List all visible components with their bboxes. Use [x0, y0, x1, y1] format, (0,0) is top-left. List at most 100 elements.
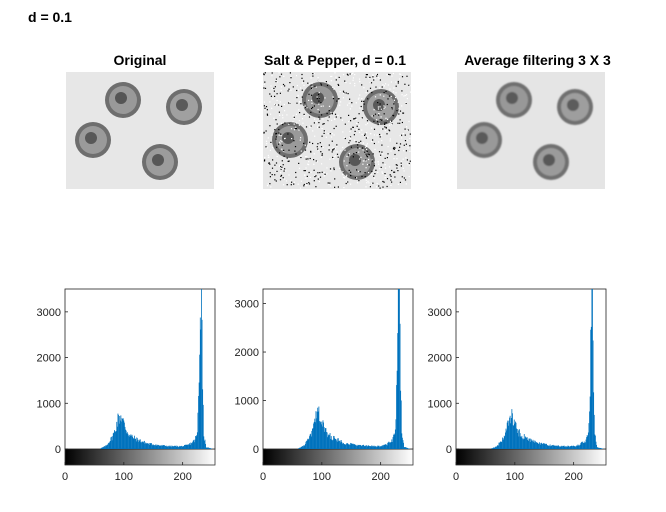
histogram-bar [575, 446, 576, 449]
histogram-bar [370, 446, 372, 449]
histogram-bar [303, 445, 305, 449]
histogram-bar [595, 441, 597, 449]
histogram-bar [299, 447, 300, 449]
histogram-bar [332, 440, 333, 449]
histogram-bar [560, 445, 562, 449]
histogram-bar [382, 445, 383, 449]
histogram-bar [503, 438, 505, 449]
histogram-bar [202, 404, 204, 449]
histogram-bar [109, 441, 111, 449]
histogram-bar [508, 420, 510, 449]
salt-pepper-noise [263, 72, 411, 189]
histogram-bar [393, 433, 395, 449]
x-tick-label: 200 [173, 471, 191, 483]
histogram-bar [139, 440, 141, 449]
histogram-bar [298, 448, 300, 449]
histogram-bar [353, 444, 354, 449]
histogram-bar [517, 429, 519, 449]
histogram-bar [189, 443, 191, 449]
histogram-bar [364, 446, 366, 449]
histogram-bar [180, 446, 182, 449]
panel-title-salt-pepper: Salt & Pepper, d = 0.1 [263, 52, 406, 68]
histogram-bar [116, 421, 118, 449]
histogram-bar [367, 446, 369, 449]
histogram-bar [188, 444, 189, 449]
colorbar [455, 448, 607, 466]
y-tick-label: 0 [55, 444, 61, 456]
histogram-bar [102, 447, 104, 449]
histogram-bar [502, 437, 503, 449]
y-tick-label: 3000 [235, 299, 259, 311]
salt-pepper-coins-image [263, 72, 411, 189]
histogram-bar [573, 445, 575, 449]
histogram-bar [385, 443, 387, 449]
histogram-bar [121, 421, 122, 449]
histogram-bar [304, 443, 306, 449]
histogram-bar [535, 442, 537, 449]
histogram-bar [536, 442, 538, 449]
histogram-bar [166, 446, 168, 449]
histogram-bar [396, 385, 397, 449]
x-tick-label: 100 [506, 471, 524, 483]
histogram-bar [109, 441, 111, 449]
histogram-bar [496, 445, 498, 449]
histogram-bar [354, 444, 356, 449]
histogram-bar [572, 446, 574, 449]
histogram-bar [404, 447, 406, 449]
histogram-bar [369, 446, 370, 449]
histogram-bar [154, 445, 155, 449]
histogram-bar [557, 445, 559, 449]
histogram-bar [198, 395, 199, 449]
histogram-bar [105, 445, 106, 449]
histogram-bar [302, 445, 303, 449]
histogram-bar [570, 445, 572, 449]
histogram-bar [191, 443, 193, 449]
histogram-bar [179, 446, 181, 449]
histogram-bar [366, 445, 368, 449]
histogram-bar [317, 411, 319, 449]
histogram-bar [311, 430, 313, 449]
colorbar [262, 448, 414, 466]
histogram-bar [373, 446, 375, 449]
histogram-bar [146, 443, 148, 449]
histogram-bar [387, 442, 389, 449]
histogram-bar [509, 417, 510, 449]
histogram-bar [552, 444, 553, 449]
histogram-bar [108, 443, 110, 449]
histogram-bar [164, 445, 165, 449]
histogram-bar [510, 418, 512, 449]
histogram-bar [513, 425, 515, 449]
histogram-bar [353, 444, 355, 449]
histogram-bar [201, 319, 203, 449]
histogram-bar [127, 433, 129, 449]
histogram-bar [386, 445, 388, 449]
histogram-bar [362, 445, 364, 449]
histogram-bar [128, 435, 129, 449]
histogram-bar [406, 447, 408, 449]
histogram-bar [356, 444, 358, 449]
histogram-bar [119, 420, 121, 449]
figure-title: d = 0.1 [28, 9, 72, 25]
histogram-bar [597, 447, 599, 449]
histogram-bar [531, 440, 533, 449]
histogram-bar [179, 445, 181, 449]
histogram-bar [576, 445, 578, 449]
histogram-bar [522, 439, 524, 449]
histogram-bar [496, 446, 497, 449]
histogram-bar [199, 317, 201, 449]
histogram-bar [338, 441, 340, 449]
histogram-bar [592, 340, 594, 449]
histogram-bar [526, 437, 528, 449]
histogram-bar [191, 443, 192, 449]
histogram-bar [553, 444, 555, 449]
histogram-average-filter: 0 1000 2000 3000 0 100 200 [428, 288, 607, 483]
histogram-bar [499, 442, 501, 449]
histogram-bar [129, 435, 131, 449]
histogram-bar [363, 445, 365, 449]
colorbar [64, 448, 216, 466]
histogram-bar [524, 438, 526, 449]
histogram-bar [201, 289, 202, 449]
histogram-bar [125, 430, 127, 449]
histogram-bar [134, 435, 135, 449]
histogram-bar [304, 445, 306, 449]
